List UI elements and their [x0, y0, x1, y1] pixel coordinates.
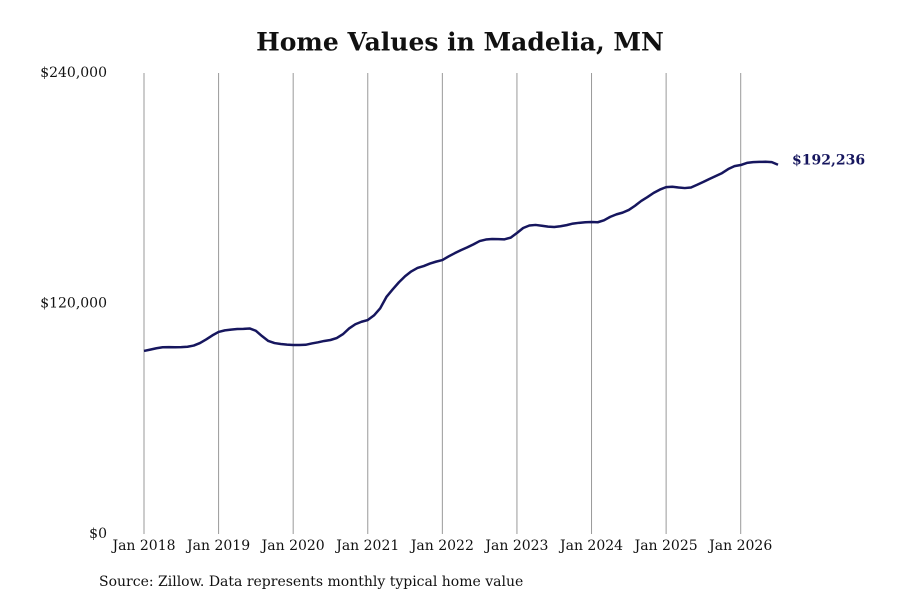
x-tick-label: Jan 2019 — [185, 538, 250, 554]
x-tick-label: Jan 2021 — [334, 538, 399, 554]
x-tick-label: Jan 2023 — [483, 538, 548, 554]
data-line — [143, 160, 779, 353]
y-tick-label: $120,000 — [40, 296, 107, 312]
y-tick-label: $240,000 — [40, 65, 107, 81]
x-tick-label: Jan 2018 — [110, 538, 175, 554]
x-tick-label: Jan 2024 — [558, 538, 623, 554]
x-tick-label: Jan 2022 — [409, 538, 474, 554]
end-value-label: $192,236 — [792, 153, 865, 169]
x-tick-label: Jan 2020 — [260, 538, 325, 554]
chart-title: Home Values in Madelia, MN — [256, 28, 664, 57]
x-tick-label: Jan 2025 — [633, 538, 698, 554]
source-note: Source: Zillow. Data represents monthly … — [99, 574, 523, 590]
x-tick-label: Jan 2026 — [707, 538, 772, 554]
y-tick-label: $0 — [89, 526, 107, 542]
